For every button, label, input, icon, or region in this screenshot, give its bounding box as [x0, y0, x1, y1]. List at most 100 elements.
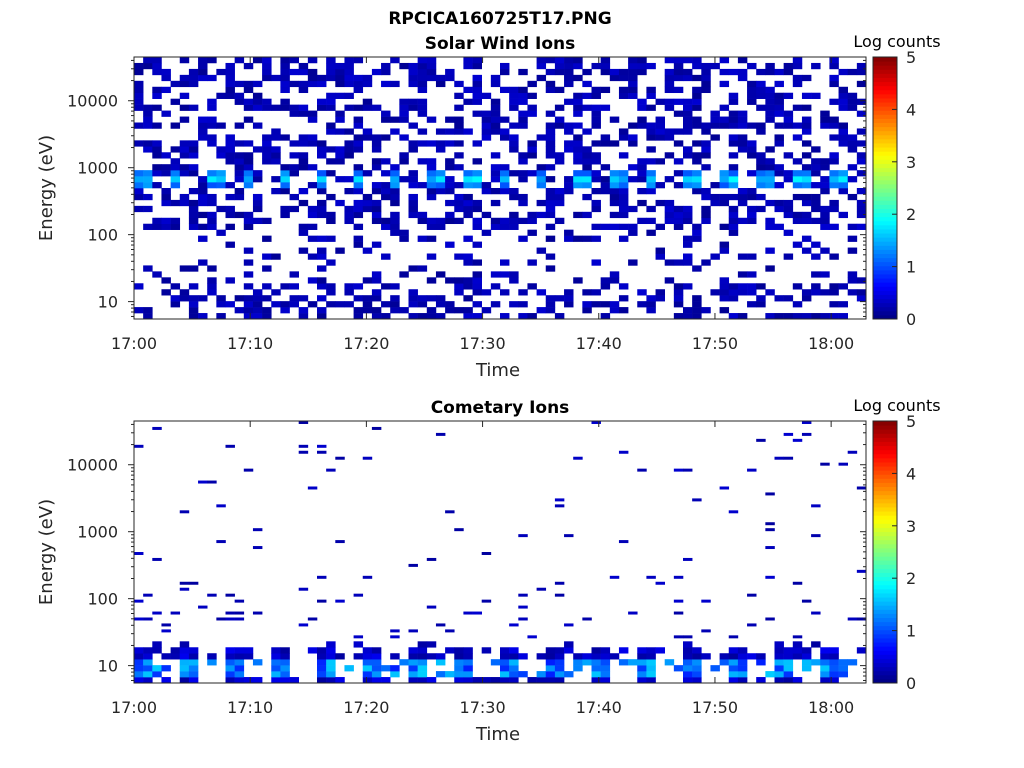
heatmap-cell: [207, 134, 217, 141]
x-tick-label: 18:00: [808, 334, 854, 353]
heatmap-cell: [664, 80, 675, 88]
heatmap-cell: [829, 301, 839, 308]
heatmap-cell: [371, 671, 382, 678]
heatmap-cell: [371, 659, 382, 666]
heatmap-cell: [710, 199, 720, 207]
heatmap-cell: [408, 98, 418, 105]
heatmap-cell: [362, 307, 373, 314]
heatmap-cell: [463, 86, 473, 94]
heatmap-cell: [600, 665, 611, 672]
heatmap-cell: [646, 92, 656, 99]
heatmap-cell: [646, 128, 656, 135]
heatmap-cell: [243, 301, 254, 308]
heatmap-cell: [179, 57, 190, 64]
heatmap-cell: [737, 659, 748, 666]
heatmap-cell: [582, 211, 592, 219]
heatmap-cell: [152, 140, 162, 147]
heatmap-cell: [582, 235, 592, 242]
heatmap-cell: [417, 295, 428, 302]
heatmap-cell: [198, 259, 208, 266]
heatmap-cell: [655, 247, 665, 254]
heatmap-cell: [646, 653, 656, 660]
heatmap-cell: [765, 617, 775, 621]
heatmap-cell: [801, 313, 812, 320]
heatmap-cell: [188, 677, 199, 684]
heatmap-cell: [774, 104, 784, 111]
heatmap-cell: [527, 140, 537, 147]
heatmap-cell: [527, 313, 537, 320]
heatmap-cell: [756, 164, 766, 171]
heatmap-cell: [152, 182, 162, 189]
heatmap-cell: [143, 170, 153, 177]
heatmap-cell: [152, 611, 162, 615]
heatmap-cell: [737, 74, 748, 82]
heatmap-cell: [692, 235, 702, 242]
heatmap-cell: [655, 182, 665, 189]
heatmap-cell: [829, 223, 839, 230]
heatmap-cell: [728, 313, 739, 320]
heatmap-cell: [481, 182, 492, 189]
heatmap-cell: [509, 623, 519, 627]
heatmap-cell: [216, 313, 226, 320]
heatmap-cell: [756, 182, 766, 189]
heatmap-cell: [262, 74, 272, 82]
heatmap-cell: [518, 68, 528, 76]
heatmap-cell: [454, 217, 464, 225]
heatmap-cell: [188, 313, 199, 320]
heatmap-cell: [774, 313, 784, 320]
heatmap-cell: [710, 182, 720, 189]
heatmap-cell: [472, 241, 482, 248]
heatmap-cell: [801, 659, 812, 666]
heatmap-cell: [737, 134, 748, 141]
heatmap-cell: [390, 211, 400, 219]
heatmap-cell: [371, 653, 382, 660]
heatmap-cell: [545, 677, 556, 684]
heatmap-cell: [692, 229, 702, 236]
heatmap-cell: [161, 677, 171, 684]
heatmap-cell: [371, 158, 382, 165]
heatmap-cell: [737, 289, 748, 296]
heatmap-cell: [353, 74, 364, 82]
heatmap-cell: [317, 182, 327, 189]
heatmap-cell: [490, 677, 501, 684]
heatmap-cell: [152, 665, 162, 672]
colorbar-tick-label: 1: [906, 622, 916, 641]
heatmap-cell: [500, 170, 510, 177]
heatmap-cell: [454, 152, 464, 159]
heatmap-cell: [207, 98, 217, 105]
heatmap-cell: [326, 259, 336, 266]
heatmap-cell: [783, 647, 794, 654]
heatmap-cell: [792, 641, 803, 648]
heatmap-cell: [317, 677, 327, 684]
heatmap-cell: [545, 128, 556, 135]
heatmap-cell: [234, 140, 245, 147]
heatmap-cell: [454, 116, 464, 123]
colorbar-step: [873, 556, 897, 561]
heatmap-cell: [262, 104, 272, 111]
heatmap-cell: [609, 116, 620, 123]
heatmap-cell: [463, 283, 473, 290]
heatmap-cell: [179, 289, 190, 296]
heatmap-cell: [371, 426, 382, 430]
heatmap-cell: [710, 134, 720, 141]
heatmap-cell: [646, 170, 656, 177]
heatmap-cell: [783, 671, 794, 678]
heatmap-cell: [134, 80, 144, 88]
y-axis-label: Energy (eV): [36, 135, 57, 241]
heatmap-cell: [326, 57, 336, 64]
heatmap-cell: [225, 86, 235, 94]
heatmap-cell: [609, 182, 620, 189]
heatmap-cell: [134, 188, 144, 195]
heatmap-cell: [838, 140, 848, 147]
heatmap-cell: [573, 211, 583, 219]
colorbar-step: [873, 429, 897, 434]
heatmap-cell: [747, 283, 757, 290]
heatmap-cell: [454, 122, 464, 129]
heatmap-cell: [518, 199, 528, 207]
heatmap-cell: [234, 176, 245, 183]
heatmap-cell: [673, 468, 684, 472]
heatmap-cell: [536, 170, 547, 177]
heatmap-cell: [298, 80, 309, 88]
heatmap-cell: [564, 62, 574, 70]
heatmap-cell: [820, 313, 830, 320]
